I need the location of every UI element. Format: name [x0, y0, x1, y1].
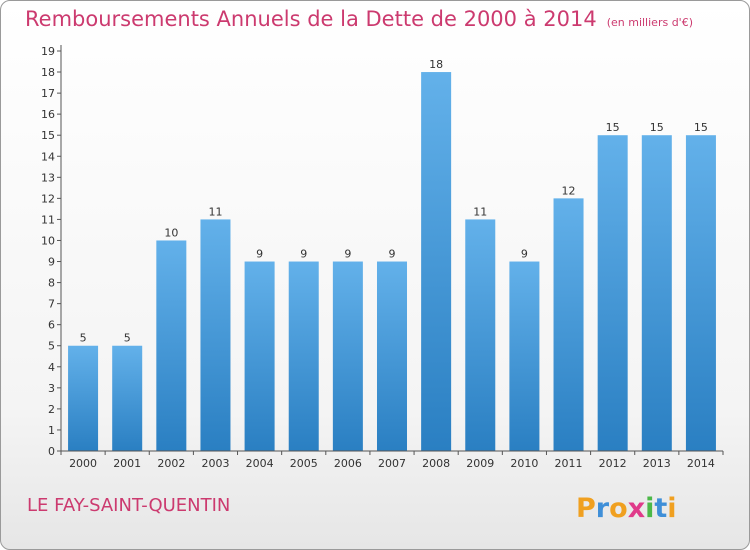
y-tick-label: 18 — [41, 66, 55, 79]
data-label-2011: 12 — [562, 184, 576, 197]
x-tick-label-2005: 2005 — [290, 457, 318, 470]
x-tick-label-2010: 2010 — [510, 457, 538, 470]
x-tick-label-2000: 2000 — [69, 457, 97, 470]
x-tick-label-2004: 2004 — [246, 457, 274, 470]
bar-2009 — [465, 219, 496, 451]
data-label-2004: 9 — [256, 248, 263, 261]
bar-2005 — [288, 261, 319, 451]
proxiti-logo: Proxiti — [576, 487, 706, 531]
bar-2010 — [509, 261, 540, 451]
bar-2011 — [553, 198, 584, 451]
y-tick-label: 19 — [41, 45, 55, 58]
data-label-2006: 9 — [344, 248, 351, 261]
y-tick-label: 8 — [48, 277, 55, 290]
y-tick-label: 5 — [48, 340, 55, 353]
y-tick-label: 6 — [48, 319, 55, 332]
y-tick-label: 3 — [48, 382, 55, 395]
data-label-2014: 15 — [694, 121, 708, 134]
x-axis-ticks: 2000 2001 2002 2003 2004 2005 2006 2007 2008 2009… — [60, 451, 724, 470]
x-tick-label-2002: 2002 — [157, 457, 185, 470]
bar-2002 — [156, 240, 187, 451]
data-label-2005: 9 — [300, 248, 307, 261]
x-tick-label-2008: 2008 — [422, 457, 450, 470]
y-tick-label: 11 — [41, 213, 55, 226]
y-tick-label: 10 — [41, 234, 55, 247]
bar-2001 — [112, 345, 143, 451]
y-tick-label: 4 — [48, 361, 55, 374]
x-tick-label-2006: 2006 — [334, 457, 362, 470]
data-label-2007: 9 — [389, 248, 396, 261]
x-tick-label-2011: 2011 — [555, 457, 583, 470]
title-row: Remboursements Annuels de la Dette de 20… — [25, 7, 693, 31]
y-tick-label: 16 — [41, 108, 55, 121]
y-tick-label: 12 — [41, 192, 55, 205]
x-tick-label-2003: 2003 — [201, 457, 229, 470]
bar-2013 — [641, 135, 672, 452]
data-label-2012: 15 — [606, 121, 620, 134]
x-tick-label-2009: 2009 — [466, 457, 494, 470]
x-tick-label-2013: 2013 — [643, 457, 671, 470]
x-tick-label-2007: 2007 — [378, 457, 406, 470]
data-label-2001: 5 — [124, 332, 131, 345]
data-label-2000: 5 — [80, 332, 87, 345]
data-label-2008: 18 — [429, 58, 443, 71]
bar-2007 — [376, 261, 408, 451]
data-label-2009: 11 — [473, 205, 487, 218]
y-tick-label: 15 — [41, 129, 55, 142]
y-tick-label: 13 — [41, 171, 55, 184]
y-tick-label: 9 — [48, 256, 55, 269]
y-tick-label: 17 — [41, 87, 55, 100]
bar-2014 — [685, 135, 716, 452]
y-tick-label: 7 — [48, 298, 55, 311]
bars: 5 5 10 11 9 9 9 9 18 11 9 12 15 15 15 — [68, 58, 716, 452]
bar-2012 — [597, 135, 628, 452]
y-tick-label: 2 — [48, 403, 55, 416]
commune-name: LE FAY-SAINT-QUENTIN — [27, 495, 231, 516]
x-tick-label-2014: 2014 — [687, 457, 715, 470]
bar-2006 — [332, 261, 363, 451]
data-label-2013: 15 — [650, 121, 664, 134]
proxiti-logo-graphic: Proxiti — [576, 493, 677, 524]
data-label-2002: 10 — [164, 226, 178, 239]
data-label-2003: 11 — [208, 205, 222, 218]
bar-2000 — [68, 345, 99, 451]
y-tick-label: 14 — [41, 150, 55, 163]
x-tick-label-2001: 2001 — [113, 457, 141, 470]
bar-2008 — [421, 72, 452, 451]
y-tick-label: 1 — [48, 424, 55, 437]
y-tick-label: 0 — [48, 445, 55, 458]
x-tick-label-2012: 2012 — [599, 457, 627, 470]
data-label-2010: 9 — [521, 248, 528, 261]
bar-2003 — [200, 219, 231, 451]
svg-text:Proxiti: Proxiti — [576, 493, 677, 524]
chart-title: Remboursements Annuels de la Dette de 20… — [25, 7, 597, 31]
bar-2004 — [244, 261, 275, 451]
chart-unit: (en milliers d'€) — [606, 16, 693, 29]
